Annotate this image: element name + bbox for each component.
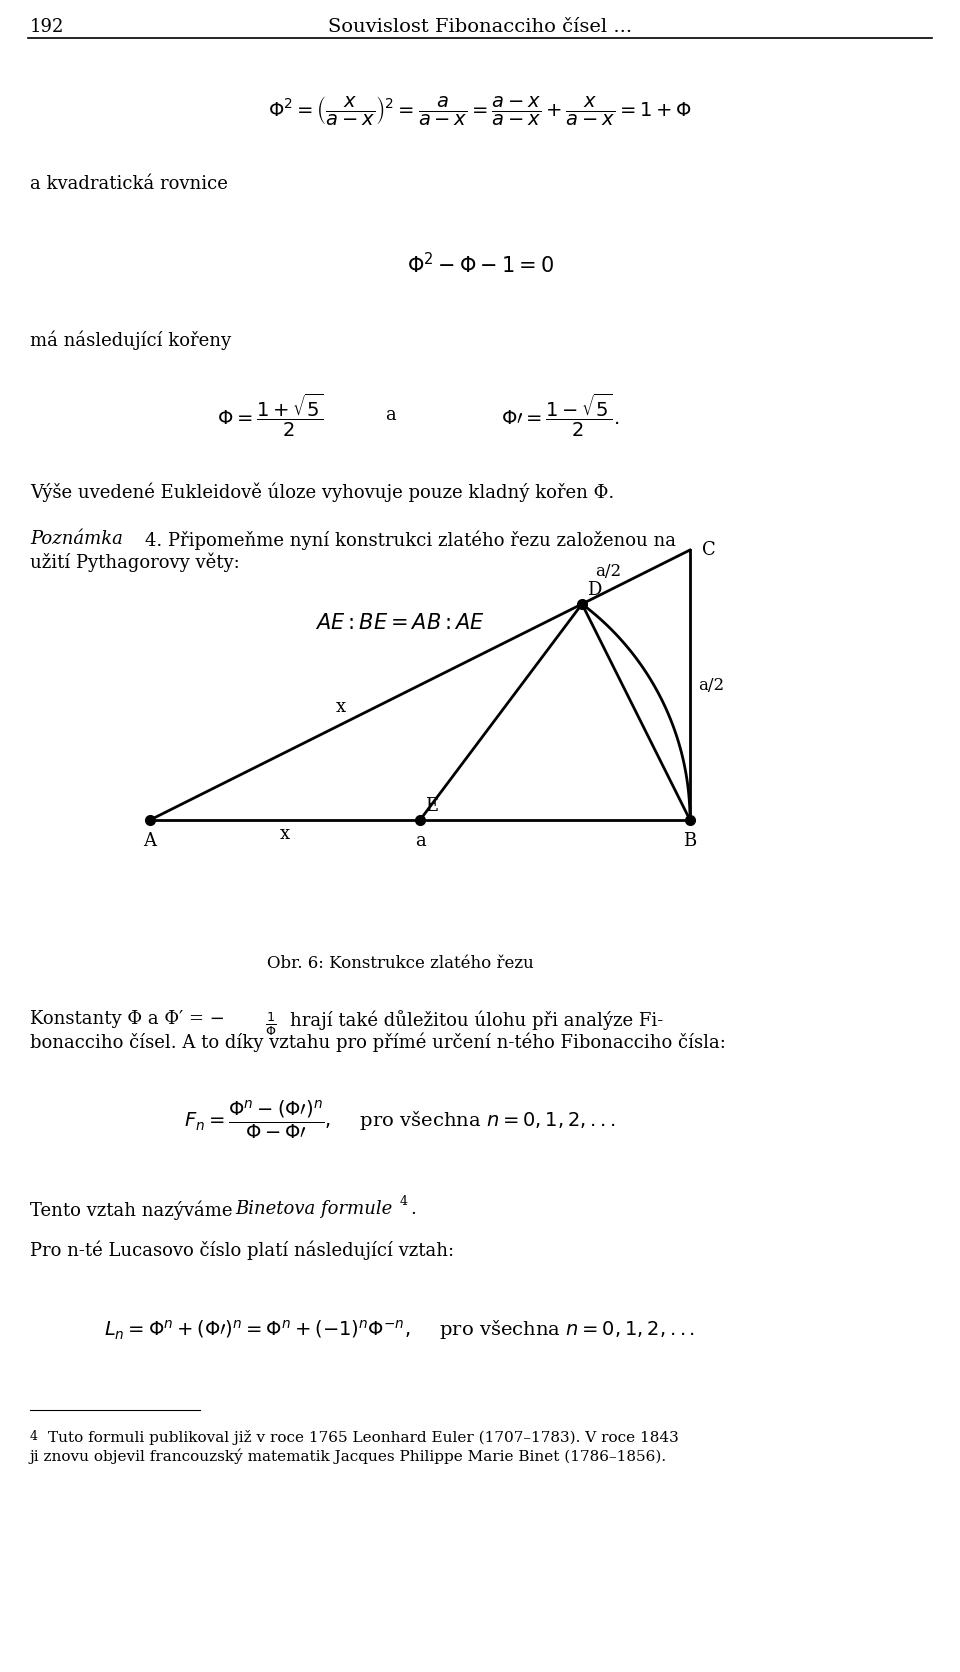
Text: C: C	[702, 542, 716, 558]
Text: Tento vztah nazýváme: Tento vztah nazýváme	[30, 1200, 238, 1219]
Text: x: x	[336, 697, 346, 716]
Text: Pro n-té Lucasovo číslo platí následující vztah:: Pro n-té Lucasovo číslo platí následujíc…	[30, 1241, 454, 1259]
Text: užití Pythagorovy věty:: užití Pythagorovy věty:	[30, 552, 240, 572]
Text: .: .	[410, 1200, 416, 1217]
Text: $\frac{1}{\Phi}$: $\frac{1}{\Phi}$	[265, 1010, 276, 1038]
Text: $AE : BE = AB : AE$: $AE : BE = AB : AE$	[315, 614, 485, 634]
Text: hrají také důležitou úlohu při analýze Fi-: hrají také důležitou úlohu při analýze F…	[290, 1010, 663, 1030]
Text: B: B	[684, 833, 697, 849]
Text: A: A	[143, 833, 156, 849]
Text: a/2: a/2	[698, 677, 724, 694]
Text: a: a	[415, 833, 425, 849]
Text: bonacciho čísel. A to díky vztahu pro přímé určení n-tého Fibonacciho čísla:: bonacciho čísel. A to díky vztahu pro př…	[30, 1032, 726, 1052]
Text: má následující kořeny: má následující kořeny	[30, 329, 231, 349]
Text: a: a	[385, 406, 396, 425]
Text: 4. Připomeňme nyní konstrukci zlatého řezu založenou na: 4. Připomeňme nyní konstrukci zlatého ře…	[145, 530, 676, 550]
Text: Souvislost Fibonacciho čísel ...: Souvislost Fibonacciho čísel ...	[328, 18, 632, 37]
Text: 4: 4	[400, 1195, 408, 1207]
Text: Binetova formule: Binetova formule	[235, 1200, 393, 1217]
Text: $L_n = \Phi^n + (\Phi\prime)^n = \Phi^n + (-1)^n\Phi^{-n}, \quad$ pro všechna $n: $L_n = \Phi^n + (\Phi\prime)^n = \Phi^n …	[105, 1318, 696, 1343]
Text: $\Phi^2 - \Phi - 1 = 0$: $\Phi^2 - \Phi - 1 = 0$	[406, 252, 554, 278]
Text: $\Phi\prime = \dfrac{1 - \sqrt{5}}{2}.$: $\Phi\prime = \dfrac{1 - \sqrt{5}}{2}.$	[501, 391, 619, 438]
Text: Tuto formuli publikoval již v roce 1765 Leonhard Euler (1707–1783). V roce 1843: Tuto formuli publikoval již v roce 1765 …	[48, 1430, 679, 1445]
Text: 192: 192	[30, 18, 64, 37]
Text: 4: 4	[30, 1430, 38, 1443]
Text: Poznámka: Poznámka	[30, 530, 123, 548]
Text: a kvadratická rovnice: a kvadratická rovnice	[30, 176, 228, 192]
Text: Výše uvedené Eukleidově úloze vyhovuje pouze kladný kořen Φ.: Výše uvedené Eukleidově úloze vyhovuje p…	[30, 483, 614, 503]
Text: Konstanty Φ a Φ′ = −: Konstanty Φ a Φ′ = −	[30, 1010, 225, 1028]
Text: $F_n = \dfrac{\Phi^n - (\Phi\prime)^n}{\Phi - \Phi\prime}, \quad$ pro všechna $n: $F_n = \dfrac{\Phi^n - (\Phi\prime)^n}{\…	[184, 1099, 616, 1142]
Text: D: D	[587, 580, 601, 599]
Text: $\Phi = \dfrac{1 + \sqrt{5}}{2}$: $\Phi = \dfrac{1 + \sqrt{5}}{2}$	[217, 391, 324, 438]
Text: Obr. 6: Konstrukce zlatého řezu: Obr. 6: Konstrukce zlatého řezu	[267, 955, 534, 971]
Text: x: x	[280, 824, 290, 843]
Text: ji znovu objevil francouzský matematik Jacques Philippe Marie Binet (1786–1856).: ji znovu objevil francouzský matematik J…	[30, 1448, 667, 1463]
Text: $\Phi^2 = \left(\dfrac{x}{a-x}\right)^2 = \dfrac{a}{a-x} = \dfrac{a-x}{a-x} + \d: $\Phi^2 = \left(\dfrac{x}{a-x}\right)^2 …	[268, 94, 692, 127]
Text: E: E	[425, 798, 438, 814]
Text: a/2: a/2	[595, 563, 621, 580]
